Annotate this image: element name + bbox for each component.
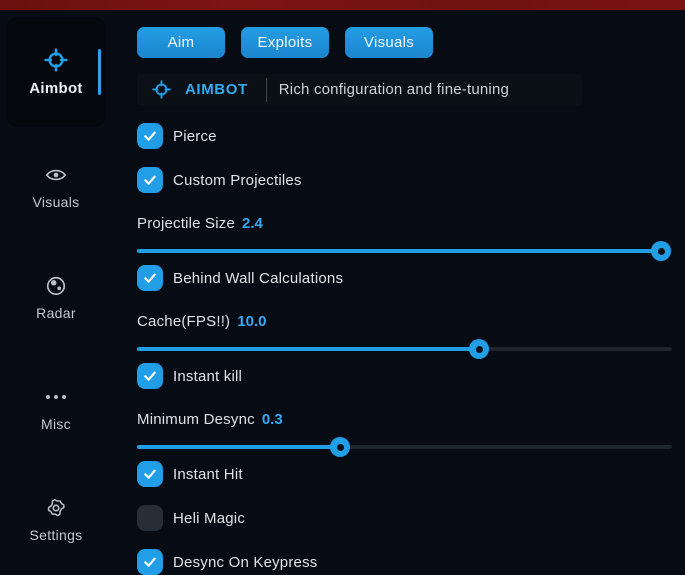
main-panel: Aim Exploits Visuals AIMBOT Rich configu…: [137, 10, 672, 575]
slider-group-minimum-desync: Minimum Desync 0.3: [137, 409, 672, 457]
checkbox-row-instant-kill: Instant kill: [137, 363, 672, 389]
slider[interactable]: [137, 437, 672, 457]
header-divider: [265, 77, 267, 102]
checkbox-desync-on-keypress[interactable]: [137, 549, 163, 575]
sidebar-item-label: Misc: [41, 416, 71, 432]
check-icon: [144, 371, 156, 381]
checkbox-label: Desync On Keypress: [173, 553, 318, 571]
slider-track[interactable]: [137, 445, 672, 449]
sidebar-item-label: Visuals: [32, 194, 80, 210]
checkbox-row-instant-hit: Instant Hit: [137, 461, 672, 487]
check-icon: [144, 557, 156, 567]
checkbox-row-desync-on-keypress: Desync On Keypress: [137, 549, 672, 575]
slider-handle[interactable]: [651, 241, 672, 261]
checkbox-label: Behind Wall Calculations: [173, 269, 344, 287]
slider-fill: [137, 347, 480, 351]
section-header: AIMBOT Rich configuration and fine-tunin…: [137, 74, 582, 105]
slider-track[interactable]: [137, 249, 672, 253]
check-icon: [144, 469, 156, 479]
checkbox-row-custom-projectiles: Custom Projectiles: [137, 167, 672, 193]
checkbox-label: Custom Projectiles: [173, 171, 302, 189]
sidebar-item-label: Radar: [36, 305, 76, 321]
checkbox-label: Pierce: [173, 127, 217, 145]
sidebar-item-aimbot[interactable]: Aimbot: [6, 17, 106, 127]
slider-label: Cache(FPS!!): [137, 312, 231, 330]
sidebar-item-radar[interactable]: Radar: [36, 274, 76, 321]
controls-list: Pierce Custom Projectiles Projectile Siz…: [137, 105, 672, 575]
sidebar-item-misc[interactable]: Misc: [41, 385, 71, 432]
slider-value: 10.0: [237, 312, 267, 330]
checkbox-heli-magic[interactable]: [137, 505, 163, 531]
slider[interactable]: [137, 241, 672, 261]
checkbox-row-pierce: Pierce: [137, 123, 672, 149]
slider-handle[interactable]: [469, 339, 490, 359]
checkbox-instant-hit[interactable]: [137, 461, 163, 487]
sidebar-item-label: Aimbot: [29, 79, 83, 97]
check-icon: [144, 273, 156, 283]
slider-label: Minimum Desync: [137, 410, 255, 428]
slider[interactable]: [137, 339, 672, 359]
checkbox-label: Instant Hit: [173, 465, 243, 483]
ellipsis-icon: [44, 385, 68, 409]
gear-icon: [44, 496, 68, 520]
sidebar-item-label: Settings: [29, 527, 83, 543]
checkbox-row-behind-wall-calculations: Behind Wall Calculations: [137, 265, 672, 291]
tab-aim[interactable]: Aim: [137, 27, 225, 58]
crosshair-icon: [152, 80, 171, 99]
slider-track[interactable]: [137, 347, 672, 351]
section-title: AIMBOT: [185, 81, 248, 98]
slider-value: 0.3: [261, 410, 283, 428]
checkbox-row-heli-magic: Heli Magic: [137, 505, 672, 531]
sidebar: Aimbot Visuals Radar Misc Settings: [0, 10, 112, 575]
tab-visuals[interactable]: Visuals: [345, 27, 433, 58]
active-indicator: [98, 49, 101, 95]
eye-icon: [44, 163, 68, 187]
section-subtitle: Rich configuration and fine-tuning: [278, 81, 510, 98]
slider-handle[interactable]: [330, 437, 351, 457]
radar-icon: [44, 274, 68, 298]
checkbox-instant-kill[interactable]: [137, 363, 163, 389]
slider-group-cache-fps: Cache(FPS!!) 10.0: [137, 311, 672, 359]
check-icon: [144, 175, 156, 185]
slider-fill: [137, 445, 341, 449]
slider-fill: [137, 249, 662, 253]
checkbox-label: Instant kill: [173, 367, 243, 385]
slider-label: Projectile Size: [137, 214, 236, 232]
checkbox-label: Heli Magic: [173, 509, 246, 527]
sidebar-item-settings[interactable]: Settings: [30, 496, 83, 543]
checkbox-behind-wall-calculations[interactable]: [137, 265, 163, 291]
slider-group-projectile-size: Projectile Size 2.4: [137, 213, 672, 261]
check-icon: [144, 131, 156, 141]
checkbox-pierce[interactable]: [137, 123, 163, 149]
top-red-border: [0, 0, 685, 10]
checkbox-custom-projectiles[interactable]: [137, 167, 163, 193]
crosshair-icon: [44, 47, 68, 72]
sidebar-item-visuals[interactable]: Visuals: [33, 163, 80, 210]
slider-value: 2.4: [242, 214, 263, 232]
tab-exploits[interactable]: Exploits: [241, 27, 329, 58]
tab-bar: Aim Exploits Visuals: [137, 27, 672, 58]
